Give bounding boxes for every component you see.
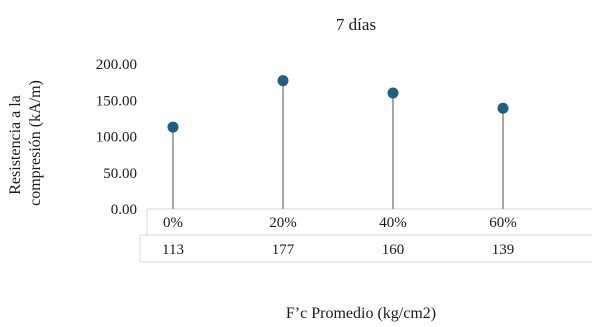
data-point (167, 121, 179, 133)
y-axis-ticks: 0.00 50.00 100.00 150.00 200.00 (96, 57, 137, 218)
data-markers (167, 75, 509, 133)
table-value: 160 (382, 242, 405, 258)
x-category-label: 0% (163, 215, 183, 231)
stem-lines (172, 80, 504, 209)
table-value: 139 (492, 242, 515, 258)
y-tick-label: 200.00 (96, 57, 137, 73)
x-axis-label: F’c Promedio (kg/cm2) (286, 305, 436, 322)
y-tick-label: 50.00 (103, 166, 137, 182)
x-category-label: 60% (489, 215, 517, 231)
data-point (387, 87, 399, 99)
table-value: 113 (162, 242, 184, 258)
y-axis-label-line-1: Resistencia a la (7, 95, 24, 195)
y-axis-label-line-2: compresión (kA/m) (27, 80, 44, 206)
y-tick-label: 100.00 (96, 130, 137, 146)
y-tick-label: 0.00 (111, 202, 137, 218)
y-tick-label: 150.00 (96, 93, 137, 109)
y-axis-label: Resistencia a la compresión (kA/m) (7, 80, 44, 206)
x-category-label: 20% (269, 215, 297, 231)
data-point (497, 102, 509, 114)
data-table: 0% 113 20% 177 40% 160 60% 139 (139, 209, 592, 263)
x-category-label: 40% (379, 215, 407, 231)
table-value: 177 (272, 242, 295, 258)
data-point (277, 75, 289, 87)
chart-title: 7 días (336, 15, 376, 34)
